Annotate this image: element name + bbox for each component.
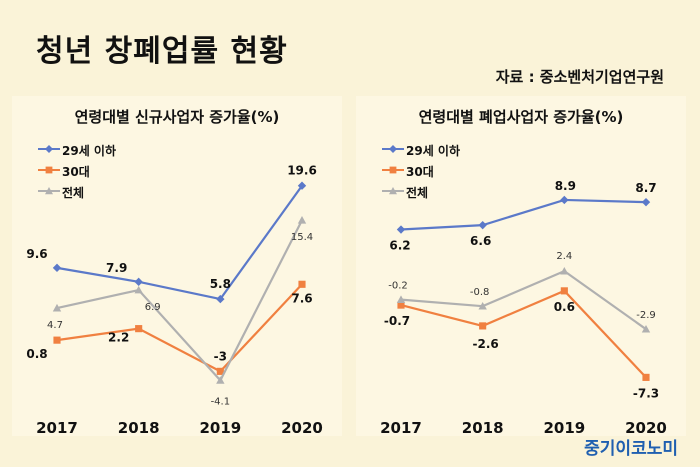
legend-label: 29세 이하: [406, 144, 460, 158]
x-tick-label: 2019: [199, 419, 241, 436]
data-point: [642, 373, 650, 381]
data-label: -4.1: [211, 396, 231, 407]
legend-item-30s: 30대: [38, 161, 116, 182]
data-point: [53, 336, 61, 344]
series-line: [400, 269, 647, 331]
chart-title: 연령대별 신규사업자 증가율(%): [74, 108, 280, 126]
legend-marker-icon: [382, 164, 406, 179]
data-point: [478, 220, 487, 230]
page-title: 청년 창폐업률 현황: [36, 34, 288, 69]
data-point: [641, 324, 651, 333]
data-point: [298, 280, 306, 288]
x-tick-label: 2018: [118, 419, 160, 436]
legend-marker-icon: [38, 185, 62, 200]
data-point: [135, 325, 143, 333]
data-point: [560, 287, 568, 295]
legend-marker-icon: [38, 143, 62, 158]
legend-label: 전체: [62, 186, 85, 200]
chart-panel-new-business: 연령대별 신규사업자 증가율(%) 29세 이하 30대 전체 2017 2018…: [12, 96, 342, 436]
data-label: 7.6: [291, 291, 312, 305]
series-line: [56, 185, 303, 301]
legend-item-u29: 29세 이하: [38, 140, 116, 161]
data-point: [134, 285, 143, 294]
data-label: 2.4: [556, 251, 572, 262]
x-tick-label: 2017: [380, 419, 422, 436]
legend-item-u29: 29세 이하: [382, 140, 460, 161]
data-point: [560, 195, 569, 205]
data-label: -2.9: [636, 310, 656, 321]
x-tick-label: 2019: [543, 419, 585, 436]
data-label: 6.9: [145, 302, 161, 313]
legend-marker-icon: [382, 185, 406, 200]
data-label: -0.8: [470, 287, 490, 298]
legend-marker-icon: [382, 143, 406, 158]
x-tick-label: 2020: [625, 419, 667, 436]
legend-item-total: 전체: [38, 182, 116, 203]
data-point: [641, 197, 651, 207]
data-point: [560, 266, 569, 275]
legend-marker: [389, 187, 397, 195]
data-point: [297, 181, 307, 190]
legend-marker: [45, 145, 53, 153]
data-label: 6.2: [389, 239, 410, 253]
data-label: 7.9: [106, 261, 127, 275]
series-line: [56, 219, 303, 383]
data-point: [216, 376, 225, 384]
data-label: 5.8: [210, 277, 231, 291]
logo: 중기이코노미: [584, 439, 678, 459]
data-label: 2.2: [108, 331, 129, 345]
data-label: 4.7: [47, 320, 63, 331]
data-label: 0.8: [26, 347, 47, 361]
data-point: [397, 301, 405, 309]
x-tick-label: 2017: [36, 419, 78, 436]
data-label: 0.6: [554, 300, 575, 314]
legend-marker: [389, 145, 397, 153]
data-label: 19.6: [287, 164, 317, 178]
x-tick-label: 2020: [281, 419, 323, 436]
data-point: [396, 225, 406, 234]
data-point: [134, 277, 143, 287]
legend-marker: [389, 166, 397, 174]
data-label: -7.3: [633, 386, 659, 400]
legend-marker-icon: [38, 164, 62, 179]
legend-label: 30대: [62, 165, 90, 179]
data-label: -0.7: [384, 314, 410, 328]
data-label: 8.7: [635, 181, 656, 195]
x-tick-label: 2018: [462, 419, 504, 436]
data-label: -0.2: [388, 281, 408, 292]
chart-legend: 29세 이하 30대 전체: [382, 140, 460, 203]
chart-legend: 29세 이하 30대 전체: [38, 140, 116, 203]
legend-marker: [45, 187, 53, 195]
line-chart: 2017 2018 2019 2020 6.2 6.6 8.9 8.7 -0.7 -2.6 0.6 -…: [380, 179, 667, 436]
chart-title: 연령대별 폐업사업자 증가율(%): [418, 108, 624, 126]
data-label: 6.6: [470, 234, 491, 248]
source-label: 자료 : 중소벤처기업연구원: [495, 68, 664, 86]
legend-marker: [45, 166, 53, 174]
line-chart: 2017 2018 2019 2020 9.6 7.9 5.8 19.6 0.8 2.2 -3 7.6…: [26, 164, 323, 436]
legend-label: 전체: [406, 186, 429, 200]
chart-panel-closed-business: 연령대별 폐업사업자 증가율(%) 29세 이하 30대 전체 2017 2018…: [356, 96, 686, 436]
data-label: 15.4: [291, 232, 313, 243]
data-point: [396, 295, 406, 303]
legend-item-total: 전체: [382, 182, 460, 203]
data-label: 9.6: [26, 247, 47, 261]
data-point: [216, 367, 224, 375]
data-label: -2.6: [473, 337, 499, 351]
data-point: [52, 263, 62, 273]
legend-item-30s: 30대: [382, 161, 460, 182]
legend-label: 30대: [406, 165, 434, 179]
data-label: -3: [214, 349, 227, 363]
series-line: [400, 198, 647, 231]
data-point: [478, 301, 487, 310]
series-line: [400, 289, 647, 379]
data-point: [297, 216, 307, 224]
data-point: [52, 303, 62, 312]
series-line: [56, 283, 303, 373]
data-label: 8.9: [555, 179, 576, 193]
data-point: [479, 322, 487, 330]
data-point: [216, 294, 225, 304]
legend-label: 29세 이하: [62, 144, 116, 158]
